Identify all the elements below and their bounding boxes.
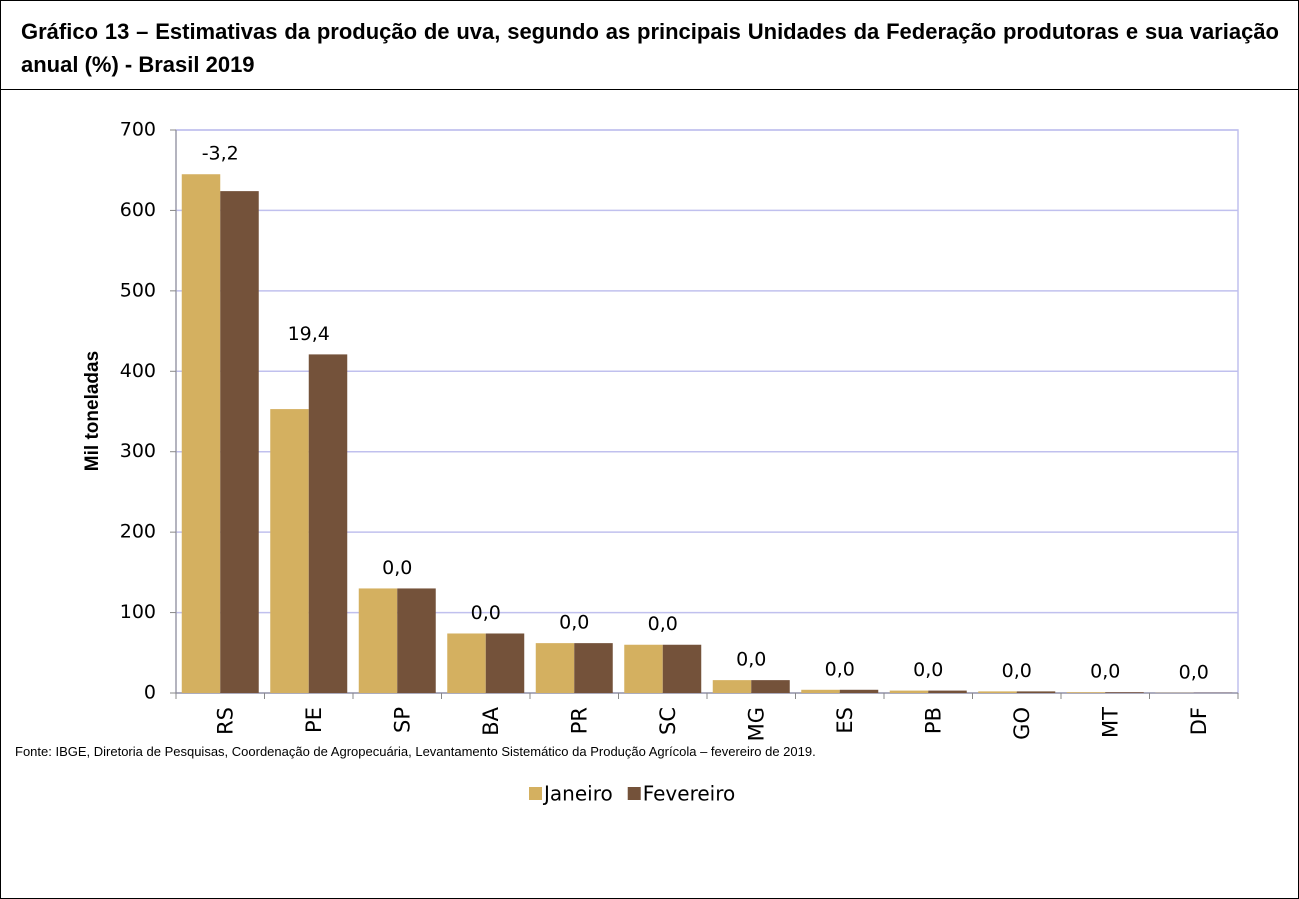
x-tick-label: PB (921, 707, 945, 734)
bar (751, 680, 790, 693)
bar (1066, 692, 1106, 693)
value-label: 0,0 (648, 613, 678, 635)
source-note: Fonte: IBGE, Diretoria de Pesquisas, Coo… (15, 744, 816, 759)
y-tick-label: 200 (120, 521, 156, 543)
value-label: 0,0 (913, 659, 943, 681)
x-tick-label: DF (1187, 707, 1211, 735)
bar (270, 409, 309, 693)
value-label: 19,4 (288, 323, 330, 345)
bar (397, 588, 436, 693)
value-label: -3,2 (202, 143, 239, 165)
value-label: 0,0 (1090, 661, 1120, 683)
bar (574, 643, 613, 693)
x-tick-label: RS (213, 707, 237, 735)
bar (1105, 692, 1144, 693)
y-tick-label: 300 (120, 440, 156, 462)
bar (712, 680, 752, 693)
x-tick-label: ES (833, 707, 857, 734)
bar (358, 588, 398, 693)
x-tick-label: MT (1098, 707, 1122, 738)
value-label: 0,0 (559, 612, 589, 634)
bar (978, 691, 1017, 693)
bar (181, 174, 221, 693)
bar (928, 690, 967, 693)
x-tick-label: GO (1010, 707, 1034, 740)
x-tick-label: SC (656, 707, 680, 735)
legend-label: Janeiro (542, 782, 613, 806)
bar (662, 644, 702, 693)
value-label: 0,0 (1002, 660, 1032, 682)
value-label: 0,0 (1179, 661, 1209, 683)
value-label: 0,0 (471, 602, 501, 624)
x-tick-label: PR (567, 707, 591, 734)
y-tick-label: 700 (120, 119, 156, 141)
bar (485, 633, 525, 693)
bar (624, 644, 663, 693)
bar (535, 643, 575, 693)
bar (308, 354, 348, 693)
bar (1016, 691, 1056, 693)
y-tick-label: 600 (120, 199, 156, 221)
x-tick-label: MG (744, 707, 768, 741)
y-axis-label: Mil toneladas (82, 351, 103, 471)
bar (839, 689, 879, 693)
y-tick-label: 400 (120, 360, 156, 382)
x-tick-label: PE (302, 707, 326, 733)
divider (1, 89, 1298, 90)
x-tick-label: SP (390, 707, 414, 733)
value-label: 0,0 (736, 649, 766, 671)
legend-swatch (627, 787, 641, 800)
bar (889, 690, 929, 693)
y-tick-label: 100 (120, 601, 156, 623)
y-tick-label: 500 (120, 279, 156, 301)
bar (801, 689, 840, 693)
x-tick-label: BA (479, 706, 503, 735)
bar (220, 191, 259, 693)
bar (447, 633, 486, 693)
y-tick-label: 0 (144, 682, 156, 704)
chart-title: Gráfico 13 – Estimativas da produção de … (21, 19, 1279, 77)
value-label: 0,0 (825, 658, 855, 680)
legend-swatch (529, 787, 542, 800)
legend-label: Fevereiro (643, 782, 736, 806)
value-label: 0,0 (382, 557, 412, 579)
